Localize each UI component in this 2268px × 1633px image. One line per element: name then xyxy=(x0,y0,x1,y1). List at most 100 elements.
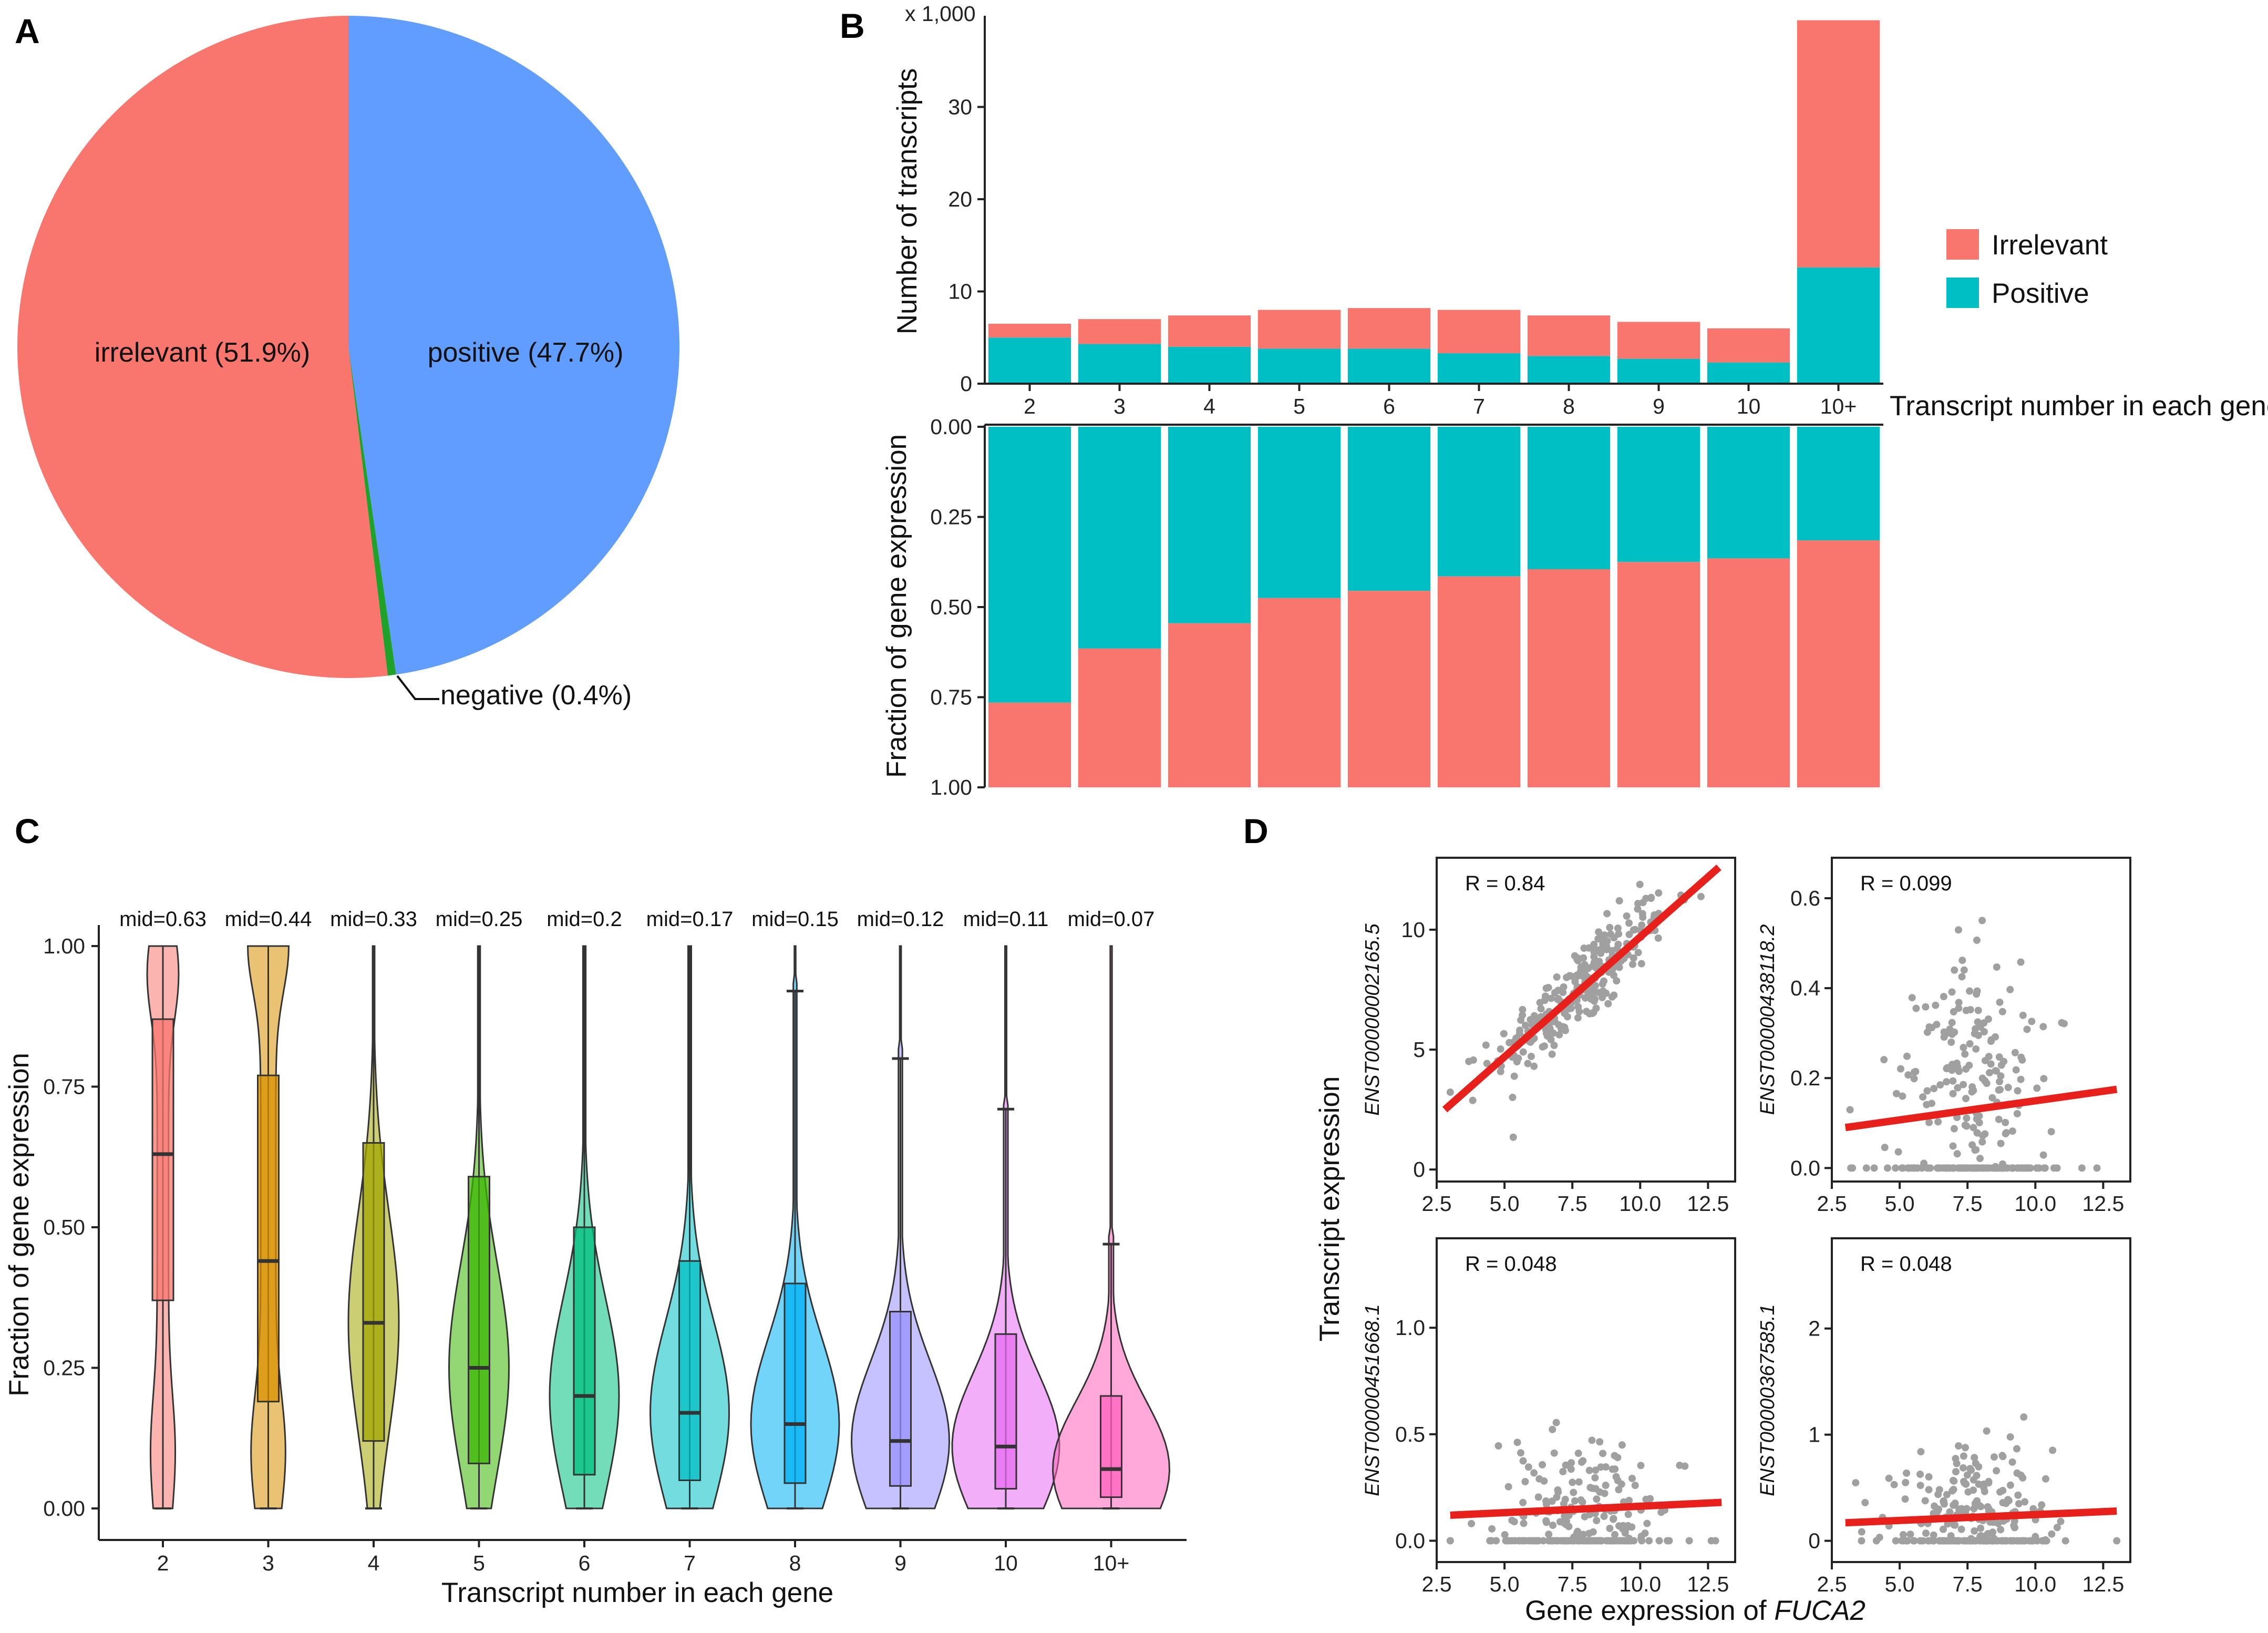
bar-irrelevant-count xyxy=(1617,322,1700,359)
x-tick-label: 6 xyxy=(1383,394,1395,418)
scatter-point xyxy=(1903,1052,1911,1060)
scatter-point xyxy=(2002,1129,2009,1137)
scatter-point xyxy=(1581,961,1589,969)
scatter-point xyxy=(1992,1164,2000,1172)
scatter-point xyxy=(1943,1164,1951,1172)
legend-label-positive: Positive xyxy=(1992,278,2089,309)
scatter-point xyxy=(1931,1502,1939,1510)
scatter-point xyxy=(1643,1519,1651,1527)
scatter-point xyxy=(1947,1038,1955,1046)
scatter-point xyxy=(1581,1513,1589,1521)
scatter-point xyxy=(1599,1450,1607,1457)
y-tick-label: 1.00 xyxy=(43,934,85,958)
scatter-point xyxy=(2040,1075,2048,1083)
scatter-point xyxy=(1996,998,2004,1006)
scatter-point xyxy=(2020,1413,2028,1421)
x-tick-label: 5.0 xyxy=(1490,1192,1520,1216)
scatter-point xyxy=(1983,1427,1991,1435)
mid-label: mid=0.12 xyxy=(857,908,944,931)
correlation-label: R = 0.099 xyxy=(1860,872,1952,895)
scatter-point xyxy=(1585,1466,1593,1474)
regression-line xyxy=(1442,865,1721,1113)
scatter-point xyxy=(1994,1519,2002,1527)
scatter-point xyxy=(1940,1028,1948,1036)
scatter-point xyxy=(1552,1419,1560,1426)
scatter-point xyxy=(2006,1433,2014,1441)
bar-positive-fraction xyxy=(1527,427,1611,569)
scatter-point xyxy=(1880,1056,1888,1064)
scatter-point xyxy=(1968,1088,1976,1096)
x-tick-label: 10.0 xyxy=(2014,1572,2056,1596)
scatter-point xyxy=(1950,1501,1957,1509)
scatter-point xyxy=(1858,1537,1865,1545)
scatter-point xyxy=(1973,1129,1981,1137)
scatter-point xyxy=(1979,1537,1987,1545)
scatter-point xyxy=(1591,982,1599,990)
scatter-point xyxy=(1960,966,1968,974)
scatter-point xyxy=(1972,1045,1980,1053)
scatter-point xyxy=(1506,1039,1513,1046)
scatter-point xyxy=(1482,1041,1490,1049)
scatter-point xyxy=(1542,1030,1550,1038)
scatter-point xyxy=(1634,905,1642,913)
bar-irrelevant-count xyxy=(1707,328,1790,363)
scatter-point xyxy=(1953,1150,1961,1158)
scatter-point xyxy=(1904,1071,1912,1079)
bar-positive-count xyxy=(1437,353,1521,384)
scatter-point xyxy=(1607,947,1615,954)
scatter-point xyxy=(1910,1164,1918,1172)
scatter-x-title-gene: FUCA2 xyxy=(1774,1595,1865,1626)
scatter-point xyxy=(1554,987,1562,994)
mid-label: mid=0.15 xyxy=(751,908,839,931)
x-tick-label: 10 xyxy=(1737,394,1761,418)
scatter-point xyxy=(1610,1515,1617,1523)
scatter-point xyxy=(1646,1495,1654,1503)
scatter-point xyxy=(1904,1537,1912,1545)
scatter-point xyxy=(1574,1014,1582,1022)
bar-chart-counts: x 1,000 0 10 20 30 2 3 4 5 6 7 8 9 10 10+ Transcript… xyxy=(892,2,2268,422)
correlation-label: R = 0.84 xyxy=(1465,872,1545,895)
scatter-point xyxy=(1906,1531,1914,1538)
scatter-point xyxy=(1954,1084,1962,1092)
y-tick-label: 30 xyxy=(948,95,972,119)
bar-positive-fraction xyxy=(1347,427,1431,591)
scatter-point xyxy=(1974,1006,1982,1014)
scatter-point xyxy=(1637,1462,1645,1470)
scatter-point xyxy=(2042,1475,2049,1483)
scatter-point xyxy=(1519,1048,1527,1056)
count-y-ticks: 0 10 20 30 xyxy=(948,95,985,396)
bar-irrelevant-count xyxy=(1527,315,1611,356)
scatter-point xyxy=(1940,993,1947,1001)
scatter-point xyxy=(1993,963,2001,971)
scatter-point xyxy=(1665,1537,1673,1545)
scatter-point xyxy=(1614,925,1622,932)
scatter-point xyxy=(1594,935,1602,943)
scatter-point xyxy=(1510,1518,1518,1526)
scatter-point xyxy=(1960,1044,1967,1052)
scatter-point xyxy=(1579,1498,1586,1506)
scatter-point xyxy=(1593,1517,1601,1525)
scatter-point xyxy=(1998,1008,2006,1015)
scatter-point xyxy=(1497,1067,1504,1075)
scatter-point xyxy=(1537,1005,1545,1013)
scatter-point xyxy=(1549,1425,1556,1433)
scatter-point xyxy=(1985,1505,1993,1513)
box-iqr xyxy=(468,1176,490,1464)
bar-irrelevant-fraction xyxy=(1707,558,1790,787)
scatter-point xyxy=(1990,1453,1998,1461)
scatter-point xyxy=(2017,1053,2025,1061)
scatter-point xyxy=(1621,1529,1629,1537)
scatter-point xyxy=(1981,1077,1989,1085)
scatter-point xyxy=(1539,1537,1547,1545)
scatter-point xyxy=(1604,1000,1612,1008)
fraction-y-ticks: 0.00 0.25 0.50 0.75 1.00 xyxy=(930,415,985,799)
scatter-point xyxy=(1593,1495,1601,1503)
scatter-point xyxy=(1536,999,1544,1006)
scatter-point xyxy=(1933,1164,1941,1172)
scatter-point xyxy=(2002,1118,2009,1126)
x-tick-label: 2.5 xyxy=(1817,1572,1847,1596)
scatter-point xyxy=(1530,1062,1538,1070)
scatter-point xyxy=(1936,1081,1944,1089)
